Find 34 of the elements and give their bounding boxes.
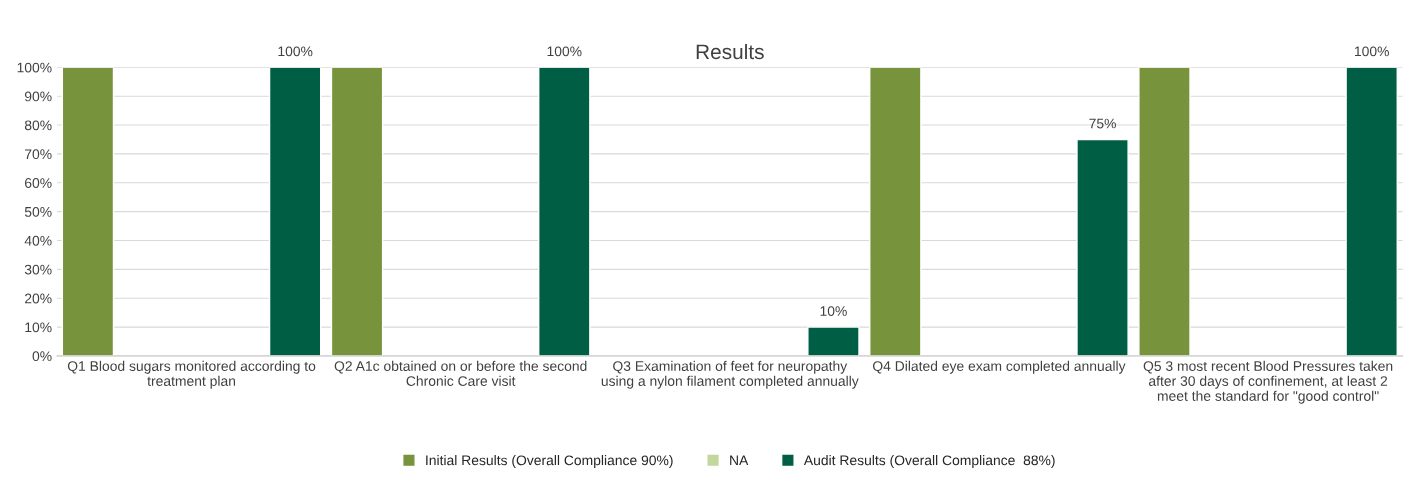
x-tick-label: Q2 A1c obtained on or before the second Chronic Care visit xyxy=(334,360,587,386)
x-tick-label: Q3 Examination of feet for neuropathy using a nylon filament completed annually xyxy=(601,360,859,389)
data-label: 10% xyxy=(820,306,847,316)
bar xyxy=(1138,67,1191,356)
data-label: 100% xyxy=(278,46,313,57)
x-tick-label: Q1 Blood sugars monitored according to treatment plan xyxy=(67,360,316,389)
y-tick-label: 80% xyxy=(24,120,52,131)
bar xyxy=(1076,138,1129,356)
y-tick-label: 10% xyxy=(25,322,52,333)
y-tick-label: 90% xyxy=(24,91,52,102)
x-tick-label: Q5 3 most recent Blood Pressures taken after 30 days of confinement, at least 2 meet the standard for "good control" xyxy=(1143,360,1393,404)
bar xyxy=(268,67,322,356)
y-tick-label: 50% xyxy=(24,206,52,217)
y-tick-label: 60% xyxy=(25,178,52,188)
data-label: 100% xyxy=(1354,46,1389,57)
y-tick-label: 70% xyxy=(25,149,52,160)
bar xyxy=(869,67,922,356)
legend-label: Initial Results (Overall Compliance 90%) xyxy=(426,455,673,468)
bar xyxy=(61,67,115,356)
y-tick-label: 20% xyxy=(25,293,52,304)
y-tick-label: 0% xyxy=(32,351,52,362)
y-tick-label: 100% xyxy=(17,62,52,73)
y-tick-label: 30% xyxy=(24,264,52,275)
chart-title: Results xyxy=(696,43,764,60)
x-tick-label: Q4 Dilated eye exam completed annually xyxy=(872,360,1126,374)
legend-label: Audit Results (Overall Compliance 88%) xyxy=(803,455,1055,468)
bar xyxy=(330,67,384,356)
bar xyxy=(538,67,591,356)
y-tick-label: 40% xyxy=(24,235,52,246)
data-label: 100% xyxy=(547,46,582,57)
bar xyxy=(807,326,860,356)
legend-label: NA xyxy=(730,455,749,466)
bar xyxy=(1345,67,1398,356)
data-label: 75% xyxy=(1089,118,1116,129)
